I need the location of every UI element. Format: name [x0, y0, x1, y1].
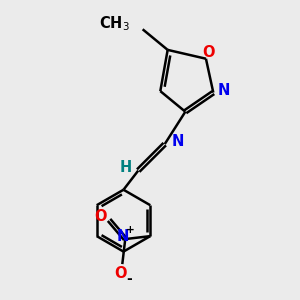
Text: O: O	[202, 45, 214, 60]
Text: +: +	[126, 225, 135, 235]
Text: N: N	[117, 229, 129, 244]
Text: -: -	[126, 272, 132, 286]
Text: O: O	[115, 266, 127, 281]
Text: CH$_3$: CH$_3$	[99, 15, 129, 33]
Text: N: N	[172, 134, 184, 149]
Text: O: O	[94, 209, 107, 224]
Text: H: H	[120, 160, 132, 175]
Text: N: N	[218, 83, 230, 98]
